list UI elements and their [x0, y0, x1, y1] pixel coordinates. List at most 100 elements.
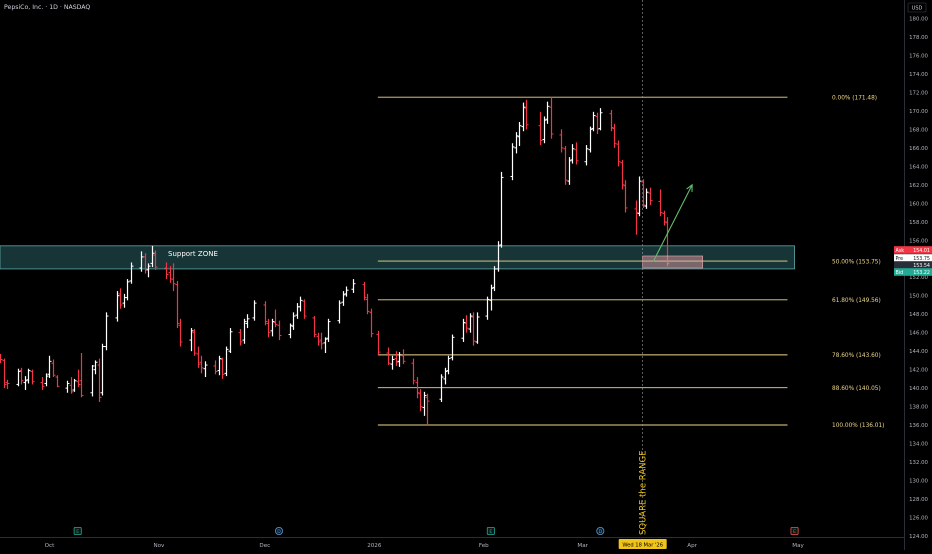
ohlc-bar[interactable] — [76, 369, 81, 388]
ohlc-bar[interactable] — [365, 293, 370, 315]
ohlc-bar[interactable] — [616, 140, 621, 167]
event-marker[interactable]: D — [274, 527, 283, 536]
ohlc-bar[interactable] — [401, 349, 406, 365]
ohlc-bar[interactable] — [217, 355, 222, 376]
ohlc-bar[interactable] — [199, 355, 204, 374]
ohlc-bar[interactable] — [93, 360, 98, 375]
ohlc-bar[interactable] — [100, 343, 105, 396]
ohlc-bar[interactable] — [273, 309, 278, 328]
ohlc-bar[interactable] — [224, 346, 229, 377]
ohlc-bar[interactable] — [5, 379, 10, 390]
ohlc-bar[interactable] — [570, 144, 575, 164]
ohlc-bar[interactable] — [390, 355, 395, 370]
ohlc-bar[interactable] — [471, 312, 476, 346]
ohlc-bar[interactable] — [270, 318, 275, 337]
ohlc-bar[interactable] — [415, 377, 420, 399]
ohlc-bar[interactable] — [588, 126, 593, 153]
event-marker[interactable]: E — [486, 527, 495, 536]
ohlc-bar[interactable] — [192, 328, 197, 356]
ohlc-bar[interactable] — [220, 357, 225, 379]
ohlc-bar[interactable] — [104, 312, 109, 351]
ohlc-bar[interactable] — [489, 284, 494, 311]
ohlc-bar[interactable] — [23, 376, 28, 390]
ohlc-bar[interactable] — [150, 245, 155, 268]
ohlc-bar[interactable] — [485, 296, 490, 320]
ohlc-bar[interactable] — [146, 263, 151, 278]
ohlc-bar[interactable] — [641, 179, 646, 208]
event-marker[interactable]: D — [596, 527, 605, 536]
currency-box[interactable] — [907, 2, 927, 13]
ohlc-bar[interactable] — [612, 123, 617, 148]
ohlc-bar[interactable] — [30, 369, 35, 385]
ohlc-bar[interactable] — [323, 337, 328, 354]
ohlc-bar[interactable] — [115, 291, 120, 322]
ohlc-bar[interactable] — [203, 361, 208, 378]
price-tag-ask[interactable]: Ask 154.01 — [894, 246, 932, 254]
ohlc-bar[interactable] — [510, 143, 515, 181]
ohlc-bar[interactable] — [288, 323, 293, 339]
ohlc-bar[interactable] — [634, 200, 639, 235]
ohlc-bar[interactable] — [153, 250, 158, 270]
ohlc-bar[interactable] — [464, 315, 469, 333]
ohlc-bar[interactable] — [425, 393, 430, 426]
ohlc-bar[interactable] — [595, 112, 600, 134]
ohlc-bar[interactable] — [450, 334, 455, 361]
ohlc-bar[interactable] — [189, 328, 194, 352]
ohlc-bar[interactable] — [129, 262, 134, 284]
ohlc-bar[interactable] — [623, 180, 628, 213]
ohlc-bar[interactable] — [319, 332, 324, 350]
ohlc-bar[interactable] — [178, 318, 183, 347]
ohlc-bar[interactable] — [213, 360, 218, 375]
ohlc-bar[interactable] — [468, 313, 473, 333]
event-marker[interactable]: E — [73, 527, 82, 536]
projection-box[interactable] — [642, 255, 704, 269]
ohlc-bar[interactable] — [574, 142, 579, 165]
ohlc-bar[interactable] — [496, 241, 501, 272]
ohlc-bar[interactable] — [242, 318, 247, 344]
ohlc-bar[interactable] — [196, 346, 201, 368]
ohlc-bar[interactable] — [2, 358, 7, 389]
ohlc-bar[interactable] — [65, 380, 70, 393]
ohlc-bar[interactable] — [337, 300, 342, 324]
ohlc-bar[interactable] — [40, 377, 45, 390]
ohlc-bar[interactable] — [0, 353, 3, 364]
ohlc-bar[interactable] — [47, 355, 52, 378]
ohlc-bar[interactable] — [326, 318, 331, 342]
crosshair-date-box[interactable] — [618, 539, 667, 549]
ohlc-bar[interactable] — [139, 251, 144, 272]
ohlc-bar[interactable] — [514, 132, 519, 154]
ohlc-bar[interactable] — [542, 116, 547, 144]
ohlc-bar[interactable] — [316, 332, 321, 346]
ohlc-bar[interactable] — [521, 102, 526, 132]
ohlc-bar[interactable] — [422, 391, 427, 416]
ohlc-bar[interactable] — [55, 375, 60, 388]
ohlc-bar[interactable] — [79, 353, 84, 398]
ohlc-bar[interactable] — [475, 312, 480, 344]
ohlc-bar[interactable] — [648, 187, 653, 206]
ohlc-bar[interactable] — [644, 188, 649, 209]
ohlc-bar[interactable] — [351, 279, 356, 293]
ohlc-bar[interactable] — [446, 355, 451, 375]
ohlc-bar[interactable] — [598, 108, 603, 131]
ohlc-bar[interactable] — [252, 300, 257, 321]
event-marker[interactable]: E — [790, 527, 799, 536]
ohlc-bar[interactable] — [90, 365, 95, 397]
price-tag-bid[interactable]: Bid 153.22 — [894, 268, 932, 276]
ohlc-bar[interactable] — [263, 301, 268, 326]
ohlc-bar[interactable] — [584, 145, 589, 166]
ohlc-bar[interactable] — [118, 288, 123, 309]
time-axis[interactable] — [0, 538, 904, 550]
ohlc-bar[interactable] — [344, 286, 349, 297]
ohlc-bar[interactable] — [394, 351, 399, 366]
ohlc-bar[interactable] — [545, 101, 550, 124]
ohlc-bar[interactable] — [238, 328, 243, 346]
ohlc-bar[interactable] — [245, 314, 250, 329]
ohlc-bar[interactable] — [175, 280, 180, 329]
ohlc-bar[interactable] — [591, 111, 596, 132]
ohlc-bar[interactable] — [171, 263, 176, 292]
ohlc-bar[interactable] — [418, 389, 423, 412]
ohlc-bar[interactable] — [665, 217, 670, 267]
ohlc-bar[interactable] — [19, 367, 24, 385]
ohlc-bar[interactable] — [362, 281, 367, 301]
